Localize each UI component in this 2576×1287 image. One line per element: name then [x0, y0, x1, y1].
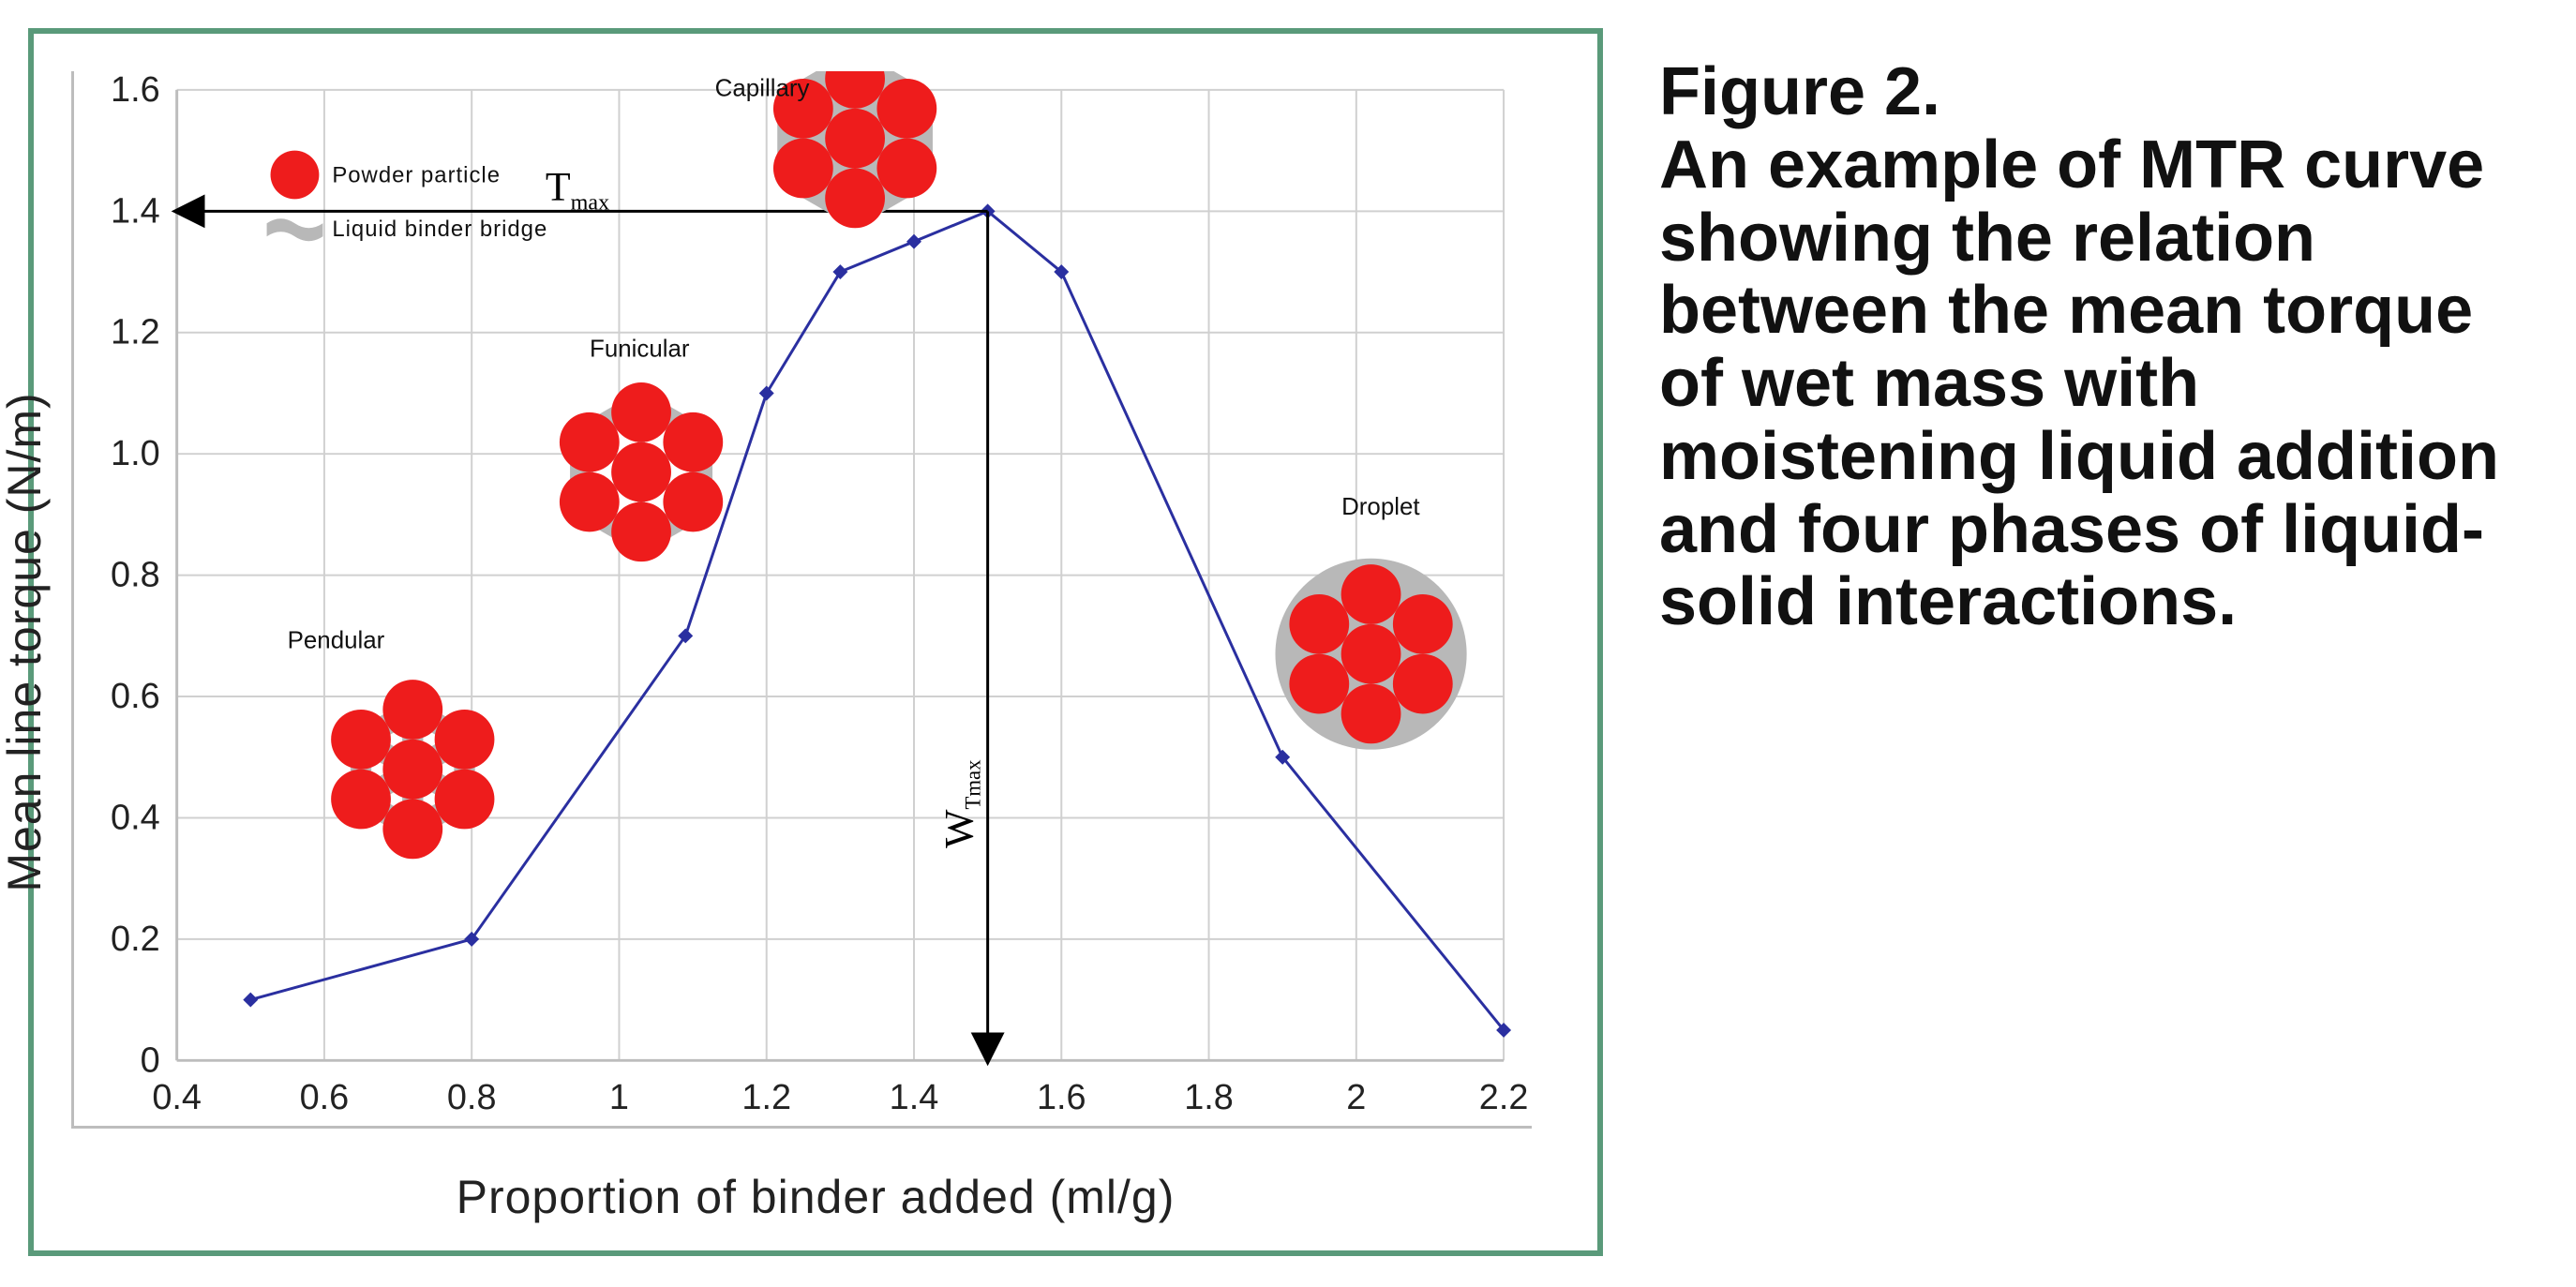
caption-body: An example of MTR curve showing the rela… — [1659, 129, 2520, 639]
phase-pendular-label: Pendular — [288, 627, 385, 653]
svg-text:1.8: 1.8 — [1184, 1078, 1234, 1117]
svg-text:1: 1 — [609, 1078, 629, 1117]
legend: Powder particle Liquid binder bridge — [267, 151, 548, 243]
legend-powder-icon — [271, 151, 320, 200]
svg-text:0: 0 — [141, 1040, 160, 1080]
svg-text:0.4: 0.4 — [111, 798, 160, 837]
phase-funicular-icon — [560, 382, 723, 561]
svg-text:1.6: 1.6 — [111, 71, 160, 110]
phase-funicular-label: Funicular — [590, 337, 690, 363]
svg-text:1.4: 1.4 — [890, 1078, 939, 1117]
svg-text:0.6: 0.6 — [111, 677, 160, 716]
chart-plot-area: 0.4 0.6 0.8 1 1.2 1.4 1.6 1.8 2 2.2 0 0.2 0.4 0.6 0.8… — [71, 71, 1532, 1129]
svg-text:0.6: 0.6 — [300, 1078, 350, 1117]
x-ticks: 0.4 0.6 0.8 1 1.2 1.4 1.6 1.8 2 2.2 — [152, 1078, 1528, 1117]
svg-text:0.2: 0.2 — [111, 920, 160, 959]
legend-binder-icon — [267, 218, 323, 241]
chart-svg: 0.4 0.6 0.8 1 1.2 1.4 1.6 1.8 2 2.2 0 0.2 0.4 0.6 0.8… — [74, 71, 1532, 1126]
y-axis-label: Mean line torque (N/m) — [0, 392, 52, 891]
x-axis-label: Proportion of binder added (ml/g) — [34, 1170, 1597, 1224]
phase-pendular-icon — [331, 680, 494, 859]
svg-text:1.0: 1.0 — [111, 434, 160, 473]
legend-powder-label: Powder particle — [332, 162, 501, 187]
svg-text:0.4: 0.4 — [152, 1078, 202, 1117]
y-ticks: 0 0.2 0.4 0.6 0.8 1.0 1.2 1.4 1.6 — [111, 71, 160, 1080]
svg-text:0.8: 0.8 — [111, 556, 160, 595]
svg-text:1.2: 1.2 — [111, 313, 160, 352]
phase-droplet-icon — [1275, 559, 1466, 750]
annotations: Tmax WTmax — [177, 164, 988, 1060]
phase-droplet-label: Droplet — [1341, 494, 1420, 520]
chart-outer-frame: Mean line torque (N/m) 0.40.60.811.21.41… — [28, 28, 1603, 1256]
figure-wrap: Mean line torque (N/m) 0.4 0.6 0.8 1 1.2 1.4 1… — [0, 0, 2576, 1287]
svg-text:2.2: 2.2 — [1479, 1078, 1529, 1117]
svg-text:1.6: 1.6 — [1037, 1078, 1086, 1117]
legend-binder-label: Liquid binder bridge — [332, 217, 547, 242]
svg-text:2: 2 — [1346, 1078, 1366, 1117]
figure-caption: Figure 2. An example of MTR curve showin… — [1603, 0, 2576, 1287]
svg-text:1.2: 1.2 — [741, 1078, 791, 1117]
phase-diagrams: Pendular Funicular Capillary Droplet — [288, 71, 1467, 859]
tmax-label: Tmax — [546, 164, 609, 215]
wtmax-label: WTmax — [937, 759, 985, 848]
svg-text:0.8: 0.8 — [447, 1078, 497, 1117]
phase-capillary-label: Capillary — [715, 75, 810, 101]
svg-text:1.4: 1.4 — [111, 191, 160, 231]
caption-title: Figure 2. — [1659, 56, 2520, 129]
